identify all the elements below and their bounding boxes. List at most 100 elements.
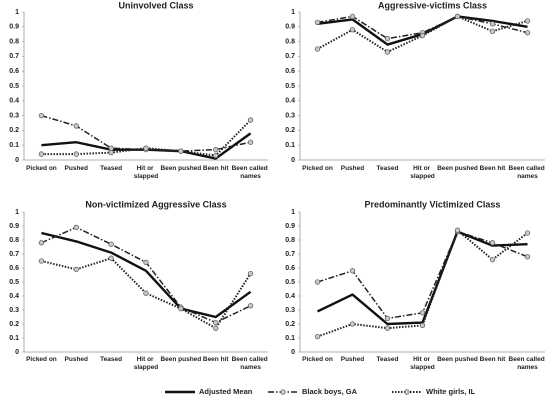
data-point	[524, 254, 531, 260]
y-tick-label: 0.6	[9, 68, 19, 75]
data-point	[384, 49, 391, 55]
data-point	[73, 266, 79, 273]
y-tick-label: 0.5	[9, 83, 19, 90]
y-tick-label: 0.7	[285, 251, 295, 258]
data-point	[489, 240, 496, 246]
y-tick-label: 0.5	[9, 279, 19, 286]
y-tick-label: 0.6	[285, 68, 295, 75]
y-tick-label: 0.3	[9, 307, 19, 314]
y-tick-label: 0	[15, 349, 19, 356]
x-tick-label: Been pushed	[160, 165, 201, 172]
y-tick-label: 0	[291, 349, 295, 356]
data-point	[73, 151, 79, 157]
y-tick-label: 1	[291, 209, 295, 216]
data-point	[524, 18, 531, 24]
data-point	[419, 322, 426, 329]
panel: Aggressive-victims Class 0 0.1 0.2 0.3 0.4 0.5…	[285, 0, 546, 180]
data-point	[349, 13, 356, 20]
data-point	[314, 46, 321, 52]
y-tick-label: 0.4	[9, 293, 19, 300]
data-point	[419, 310, 426, 316]
y-tick-label: 0.9	[285, 223, 295, 230]
data-point	[178, 148, 184, 154]
data-point	[489, 28, 496, 34]
legend-label: Black boys, GA	[302, 387, 358, 396]
panel: Predominantly Victimized Class 0 0.1 0.2 0.3…	[285, 199, 546, 371]
series-line	[41, 231, 252, 319]
x-tick-label: Hit or slapped	[134, 165, 159, 180]
data-point	[73, 224, 79, 231]
x-tick-label: Picked on	[302, 356, 333, 363]
data-point	[454, 13, 461, 20]
data-point	[108, 145, 114, 151]
x-tick-label: Teased	[100, 356, 122, 363]
x-tick-label: Hit or slapped	[410, 356, 435, 371]
y-tick-label: 0.5	[285, 83, 295, 90]
y-tick-label: 0.2	[9, 321, 19, 328]
y-tick-label: 0.9	[9, 24, 19, 31]
y-tick-label: 0.8	[9, 237, 19, 244]
x-tick-label: Pushed	[65, 356, 89, 363]
x-tick-label: Been called names	[232, 165, 270, 180]
y-tick-label: 0.8	[285, 38, 295, 45]
y-tick-label: 0.5	[285, 279, 295, 286]
x-tick-label: Teased	[100, 165, 122, 172]
x-tick-label: Teased	[377, 356, 399, 363]
x-tick-label: Been called names	[509, 356, 547, 371]
x-tick-label: Been pushed	[160, 356, 201, 363]
data-point	[108, 149, 114, 156]
y-tick-label: 0.2	[9, 127, 19, 134]
x-tick-label: Been hit	[203, 356, 229, 363]
data-point	[384, 315, 391, 322]
data-point	[384, 35, 391, 42]
x-tick-label: Been hit	[480, 165, 506, 172]
legend-marker	[404, 389, 410, 395]
y-tick-label: 0.4	[9, 98, 19, 105]
legend-label: White girls, IL	[426, 387, 476, 396]
x-tick-label: Been called names	[232, 356, 270, 371]
data-point	[108, 241, 114, 247]
data-point	[349, 268, 356, 274]
y-tick-label: 0.3	[285, 112, 295, 119]
data-point	[419, 33, 426, 39]
y-tick-label: 0.7	[9, 53, 19, 60]
data-point	[143, 290, 149, 296]
y-tick-label: 1	[15, 209, 19, 216]
panel: Non-victimized Aggressive Class 0 0.1 0.2 0.…	[9, 199, 269, 371]
panel-title: Predominantly Victimized Class	[365, 199, 501, 209]
data-point	[524, 30, 531, 36]
y-tick-label: 0.1	[9, 335, 19, 342]
y-tick-label: 0	[15, 157, 19, 164]
data-point	[38, 112, 45, 119]
panel: Uninvolved Class 0 0.1 0.2 0.3 0.4 0.5 0.6 0.7 0.…	[9, 0, 269, 180]
x-tick-label: Hit or slapped	[410, 165, 435, 180]
x-tick-label: Pushed	[65, 165, 89, 172]
data-point	[349, 27, 356, 33]
data-point	[247, 139, 254, 145]
data-point	[213, 319, 219, 326]
x-tick-label: Been hit	[203, 165, 229, 172]
data-point	[314, 279, 321, 285]
x-tick-label: Picked on	[26, 356, 57, 363]
data-point	[454, 227, 461, 233]
data-point	[73, 123, 79, 129]
x-tick-label: Been pushed	[437, 356, 478, 363]
data-point	[314, 333, 321, 340]
y-tick-label: 0.9	[285, 24, 295, 31]
panel-title: Uninvolved Class	[118, 0, 193, 10]
data-point	[213, 152, 219, 159]
x-tick-label: Been called names	[509, 165, 547, 180]
data-point	[108, 255, 114, 261]
data-point	[247, 303, 254, 309]
y-tick-label: 1	[15, 9, 19, 16]
data-point	[213, 146, 219, 153]
panel-title: Non-victimized Aggressive Class	[85, 199, 226, 209]
data-point	[38, 240, 45, 246]
y-tick-label: 0.1	[285, 142, 295, 149]
data-point	[247, 117, 254, 123]
x-tick-label: Teased	[377, 165, 399, 172]
x-tick-label: Pushed	[341, 165, 365, 172]
data-point	[143, 259, 149, 266]
data-point	[178, 305, 184, 312]
